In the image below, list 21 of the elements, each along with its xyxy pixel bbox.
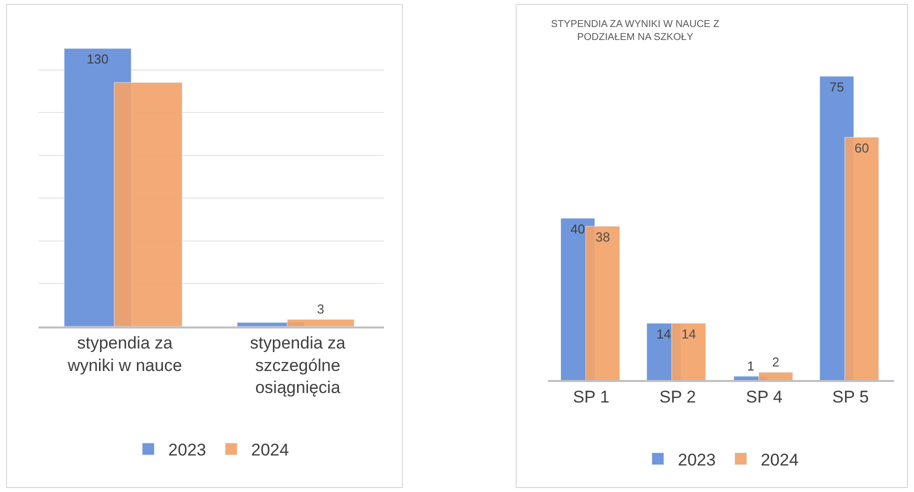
data-label: 38 [596, 229, 610, 244]
legend-label: 2024 [760, 450, 799, 470]
x-tick-label: SP 4 [746, 387, 782, 406]
x-tick-label: SP 1 [572, 387, 610, 406]
x-tick-label: SP 5 [832, 387, 869, 406]
data-label: 3 [317, 301, 324, 316]
data-label: 14 [656, 326, 671, 342]
x-tick-label: SP 2 [659, 387, 696, 406]
legend-label: 2024 [251, 440, 289, 460]
data-label: 60 [854, 140, 869, 156]
legend-label: 2023 [168, 440, 206, 460]
data-label: 1 [747, 358, 754, 374]
legend-label: 2023 [678, 450, 716, 470]
data-label: 14 [682, 326, 696, 342]
data-label: 40 [570, 221, 585, 236]
data-label: 130 [86, 51, 108, 66]
x-tick-label: stypendia za wyniki w nauce [66, 334, 182, 375]
data-label: 75 [830, 79, 844, 94]
data-label: 2 [772, 354, 780, 370]
chart-title: STYPENDIA ZA WYNIKI W NAUCE Z PODZIAŁEM NA SZKOŁY [551, 19, 720, 43]
x-tick-label: stypendia za szczególne osiągnięcia [250, 334, 346, 397]
